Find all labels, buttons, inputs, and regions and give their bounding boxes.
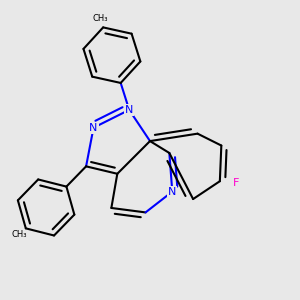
Text: CH₃: CH₃ (12, 230, 27, 239)
Text: CH₃: CH₃ (93, 14, 108, 23)
Text: N: N (125, 105, 134, 115)
Text: N: N (168, 187, 176, 196)
Text: F: F (233, 178, 239, 188)
Text: N: N (89, 123, 98, 133)
